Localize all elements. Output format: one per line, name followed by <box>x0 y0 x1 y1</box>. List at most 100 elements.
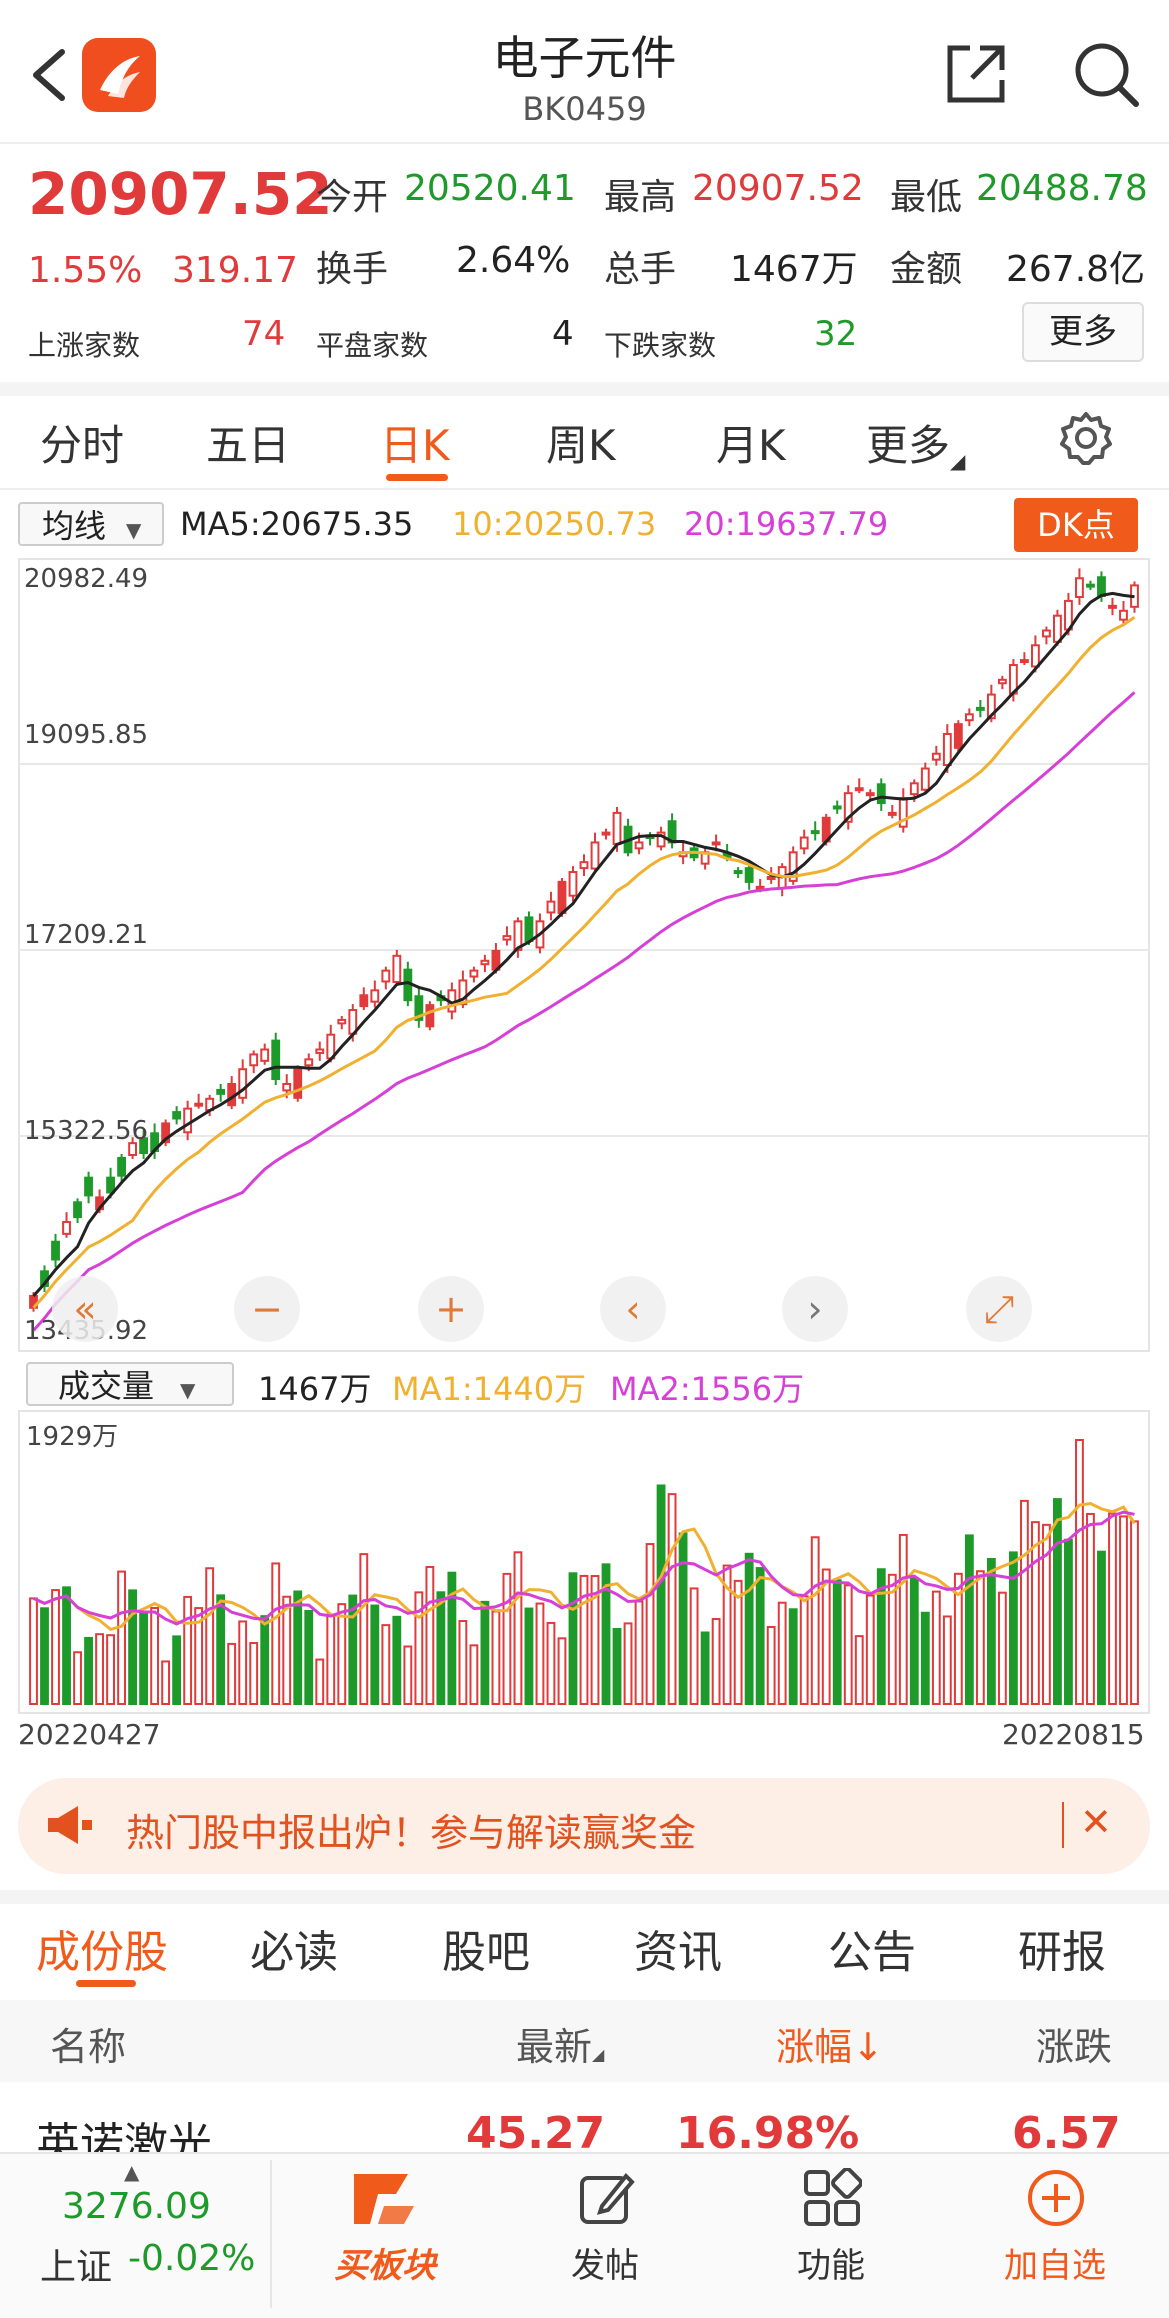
volume-bar <box>29 1597 38 1705</box>
table-header <box>0 2000 1169 2082</box>
tab-five-day[interactable]: 五日 <box>206 421 291 470</box>
low-label: 最低 <box>890 177 963 218</box>
volume-bar <box>117 1570 126 1705</box>
zoom-out-button[interactable]: − <box>234 1276 300 1342</box>
pan-right-button[interactable]: › <box>782 1276 848 1342</box>
candle-body <box>84 1176 93 1197</box>
candle-body <box>1075 577 1084 598</box>
volume-bar <box>656 1484 666 1705</box>
sector-code: BK0459 <box>522 90 647 128</box>
volume-bar <box>645 1543 655 1705</box>
up-count-label: 上涨家数 <box>28 329 141 362</box>
candle-body <box>1019 659 1029 664</box>
tab-news[interactable]: 资讯 <box>634 1927 722 1978</box>
volume-bar <box>282 1595 292 1705</box>
banner-separator <box>1062 1802 1064 1848</box>
candle-body <box>359 994 369 1008</box>
index-widget[interactable]: ▲ 3276.09 上证 -0.02% <box>0 2152 270 2316</box>
tab-must-read[interactable]: 必读 <box>250 1927 338 1978</box>
scroll-to-start-button[interactable]: « <box>52 1276 118 1342</box>
fullscreen-button[interactable]: ⤢ <box>966 1276 1032 1342</box>
volume-max-tick: 1929万 <box>26 1422 119 1452</box>
zoom-in-button[interactable]: + <box>418 1276 484 1342</box>
more-quote-button[interactable]: 更多 <box>1022 302 1144 362</box>
indicator-select[interactable]: 均线 ▼ <box>18 502 164 546</box>
nav-post[interactable]: 发帖 <box>530 2152 680 2316</box>
volume-bar <box>183 1595 193 1706</box>
candle-body <box>832 805 842 810</box>
candle-body <box>480 959 490 966</box>
tab-day-k[interactable]: 日K <box>380 421 450 470</box>
nav-buy-sector[interactable]: 买板块 <box>300 2152 470 2316</box>
col-latest[interactable]: 最新◢ <box>516 2016 604 2071</box>
amount-value: 267.8亿 <box>1006 249 1146 290</box>
dropdown-caret-icon: ▼ <box>180 1378 196 1402</box>
candle-body <box>579 861 589 870</box>
candle-body <box>557 880 567 914</box>
price-tick-2: 19095.85 <box>24 720 149 750</box>
candle-body <box>216 1088 226 1095</box>
volume-bar <box>898 1533 908 1706</box>
candle-body <box>304 1058 314 1067</box>
volume-bar <box>216 1594 226 1705</box>
tab-more[interactable]: 更多◢ <box>866 412 965 473</box>
col-change-pct[interactable]: 涨幅↓ <box>776 2025 884 2069</box>
nav-functions[interactable]: 功能 <box>756 2152 906 2316</box>
candle-body <box>843 792 853 823</box>
volume-bar <box>51 1589 60 1705</box>
candle-body <box>260 1048 270 1062</box>
tab-components[interactable]: 成份股 <box>36 1927 168 1978</box>
volume-chart[interactable] <box>18 1410 1150 1714</box>
volume-bar <box>843 1584 853 1705</box>
candle-body <box>1053 614 1062 643</box>
tab-research[interactable]: 研报 <box>1018 1927 1106 1978</box>
price-tick-4: 15322.56 <box>24 1116 149 1146</box>
volume-bar <box>469 1644 479 1706</box>
banner-close-button[interactable]: ✕ <box>1080 1800 1112 1844</box>
tab-month-k[interactable]: 月K <box>716 421 786 470</box>
tab-week-k[interactable]: 周K <box>546 421 616 470</box>
candle-body <box>975 706 985 711</box>
header-divider <box>0 142 1169 144</box>
tab-intraday[interactable]: 分时 <box>40 421 125 470</box>
high-label: 最高 <box>604 177 677 218</box>
volume-bar <box>612 1628 622 1706</box>
banner-text: 热门股中报出炉！参与解读赢奖金 <box>126 1811 697 1855</box>
kline-chart[interactable] <box>18 558 1150 1352</box>
candle-body <box>425 1004 435 1028</box>
col-name[interactable]: 名称 <box>50 2025 127 2069</box>
volume-bar <box>964 1534 974 1705</box>
dk-point-button[interactable]: DK点 <box>1014 498 1138 552</box>
tab-forum[interactable]: 股吧 <box>442 1927 530 1978</box>
share-button[interactable] <box>940 38 1012 110</box>
nav-add-watchlist[interactable]: 加自选 <box>980 2152 1130 2316</box>
nav-post-label: 发帖 <box>571 2246 639 2286</box>
volume-bar <box>920 1611 930 1705</box>
candle-body <box>293 1068 303 1099</box>
volume-indicator-select[interactable]: 成交量 ▼ <box>26 1362 234 1406</box>
volume-bar <box>1030 1521 1040 1706</box>
pan-left-button[interactable]: ‹ <box>600 1276 666 1342</box>
volume-chart-frame <box>18 1410 1150 1714</box>
candle-body <box>51 1240 60 1261</box>
volume-bar <box>337 1603 347 1705</box>
back-button[interactable] <box>20 40 80 110</box>
candle-body <box>810 830 820 835</box>
volume-bar <box>480 1600 490 1706</box>
search-button[interactable] <box>1070 38 1142 110</box>
volume-bar <box>744 1552 754 1705</box>
volume-bar <box>887 1573 897 1705</box>
buy-sector-icon <box>354 2174 414 2224</box>
col-change[interactable]: 涨跌 <box>1036 2025 1113 2069</box>
promo-banner[interactable] <box>18 1778 1150 1874</box>
candle-body <box>238 1068 248 1099</box>
volume-bar <box>1130 1520 1139 1705</box>
ma10-line <box>32 616 1136 1309</box>
volume-bar <box>260 1615 270 1705</box>
tab-announcements[interactable]: 公告 <box>828 1927 916 1978</box>
volume-bar <box>326 1613 336 1705</box>
chart-settings-button[interactable] <box>1058 410 1114 466</box>
volume-bar <box>447 1571 457 1705</box>
volume-bar <box>1064 1538 1073 1705</box>
volume-select-label: 成交量 <box>58 1367 155 1405</box>
